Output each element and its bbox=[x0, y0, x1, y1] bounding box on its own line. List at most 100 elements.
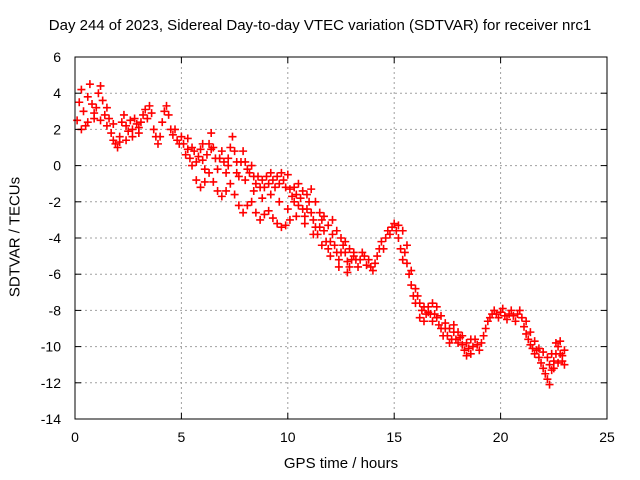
data-point bbox=[441, 319, 450, 328]
data-point bbox=[143, 114, 152, 123]
data-point bbox=[226, 143, 235, 152]
data-point bbox=[345, 244, 354, 253]
data-point bbox=[126, 116, 135, 125]
data-point bbox=[198, 139, 207, 148]
data-point bbox=[364, 255, 373, 264]
data-point bbox=[285, 185, 294, 194]
data-point bbox=[266, 190, 275, 199]
data-point bbox=[454, 338, 463, 347]
x-tick-label: 20 bbox=[493, 429, 509, 445]
data-point bbox=[522, 329, 531, 338]
data-point bbox=[345, 262, 354, 271]
data-point bbox=[226, 179, 235, 188]
data-point bbox=[281, 221, 290, 230]
data-point bbox=[477, 338, 486, 347]
data-point bbox=[258, 194, 267, 203]
data-point bbox=[545, 360, 554, 369]
data-point bbox=[162, 101, 171, 110]
y-tick-label: -12 bbox=[41, 375, 61, 391]
data-point bbox=[292, 190, 301, 199]
data-point bbox=[128, 132, 137, 141]
data-point bbox=[377, 237, 386, 246]
data-point bbox=[239, 147, 248, 156]
data-point bbox=[183, 145, 192, 154]
x-tick-label: 0 bbox=[71, 429, 79, 445]
data-point bbox=[209, 177, 218, 186]
data-point bbox=[145, 101, 154, 110]
data-point bbox=[264, 179, 273, 188]
data-point bbox=[277, 168, 286, 177]
data-point bbox=[443, 331, 452, 340]
data-point bbox=[554, 358, 563, 367]
data-point bbox=[277, 223, 286, 232]
data-point bbox=[466, 349, 475, 358]
y-tick-label: -10 bbox=[41, 339, 61, 355]
data-point bbox=[307, 185, 316, 194]
data-point bbox=[498, 304, 507, 313]
data-point bbox=[75, 98, 84, 107]
data-point bbox=[309, 215, 318, 224]
data-point bbox=[164, 110, 173, 119]
data-point bbox=[411, 284, 420, 293]
data-point bbox=[179, 139, 188, 148]
data-point bbox=[343, 257, 352, 266]
data-point bbox=[219, 157, 228, 166]
data-point bbox=[260, 210, 269, 219]
data-point bbox=[217, 147, 226, 156]
data-point bbox=[385, 230, 394, 239]
data-point bbox=[475, 346, 484, 355]
data-point bbox=[90, 109, 99, 118]
data-point bbox=[247, 197, 256, 206]
data-point bbox=[294, 201, 303, 210]
data-point bbox=[213, 186, 222, 195]
data-point bbox=[349, 252, 358, 261]
data-point bbox=[390, 219, 399, 228]
data-point bbox=[360, 252, 369, 261]
data-point bbox=[511, 317, 520, 326]
data-point bbox=[102, 121, 111, 130]
data-point bbox=[77, 85, 86, 94]
data-point bbox=[196, 145, 205, 154]
data-point bbox=[256, 215, 265, 224]
data-point bbox=[243, 201, 252, 210]
data-point bbox=[428, 317, 437, 326]
data-point bbox=[215, 154, 224, 163]
data-point bbox=[332, 226, 341, 235]
data-point bbox=[273, 219, 282, 228]
data-point bbox=[522, 317, 531, 326]
x-tick-label: 25 bbox=[599, 429, 615, 445]
data-point bbox=[85, 80, 94, 89]
data-point bbox=[239, 208, 248, 217]
data-point bbox=[222, 186, 231, 195]
data-point bbox=[437, 311, 446, 320]
data-point bbox=[309, 230, 318, 239]
data-point bbox=[560, 360, 569, 369]
data-point bbox=[398, 226, 407, 235]
data-point bbox=[149, 125, 158, 134]
data-point bbox=[192, 157, 201, 166]
data-point bbox=[460, 346, 469, 355]
data-point bbox=[88, 100, 97, 109]
data-point bbox=[507, 306, 516, 315]
data-point bbox=[207, 145, 216, 154]
data-point bbox=[458, 331, 467, 340]
data-point bbox=[251, 179, 260, 188]
data-point bbox=[271, 183, 280, 192]
data-point bbox=[107, 129, 116, 138]
data-point bbox=[153, 139, 162, 148]
data-point bbox=[402, 241, 411, 250]
data-point bbox=[213, 165, 222, 174]
data-point bbox=[79, 107, 88, 116]
data-point bbox=[341, 237, 350, 246]
data-point bbox=[464, 344, 473, 353]
data-point bbox=[281, 183, 290, 192]
data-point bbox=[454, 328, 463, 337]
data-point bbox=[122, 136, 131, 145]
data-point bbox=[419, 317, 428, 326]
data-point bbox=[473, 340, 482, 349]
data-point bbox=[424, 308, 433, 317]
data-point bbox=[432, 302, 441, 311]
data-point bbox=[232, 168, 241, 177]
data-point bbox=[185, 154, 194, 163]
data-point bbox=[117, 118, 126, 127]
